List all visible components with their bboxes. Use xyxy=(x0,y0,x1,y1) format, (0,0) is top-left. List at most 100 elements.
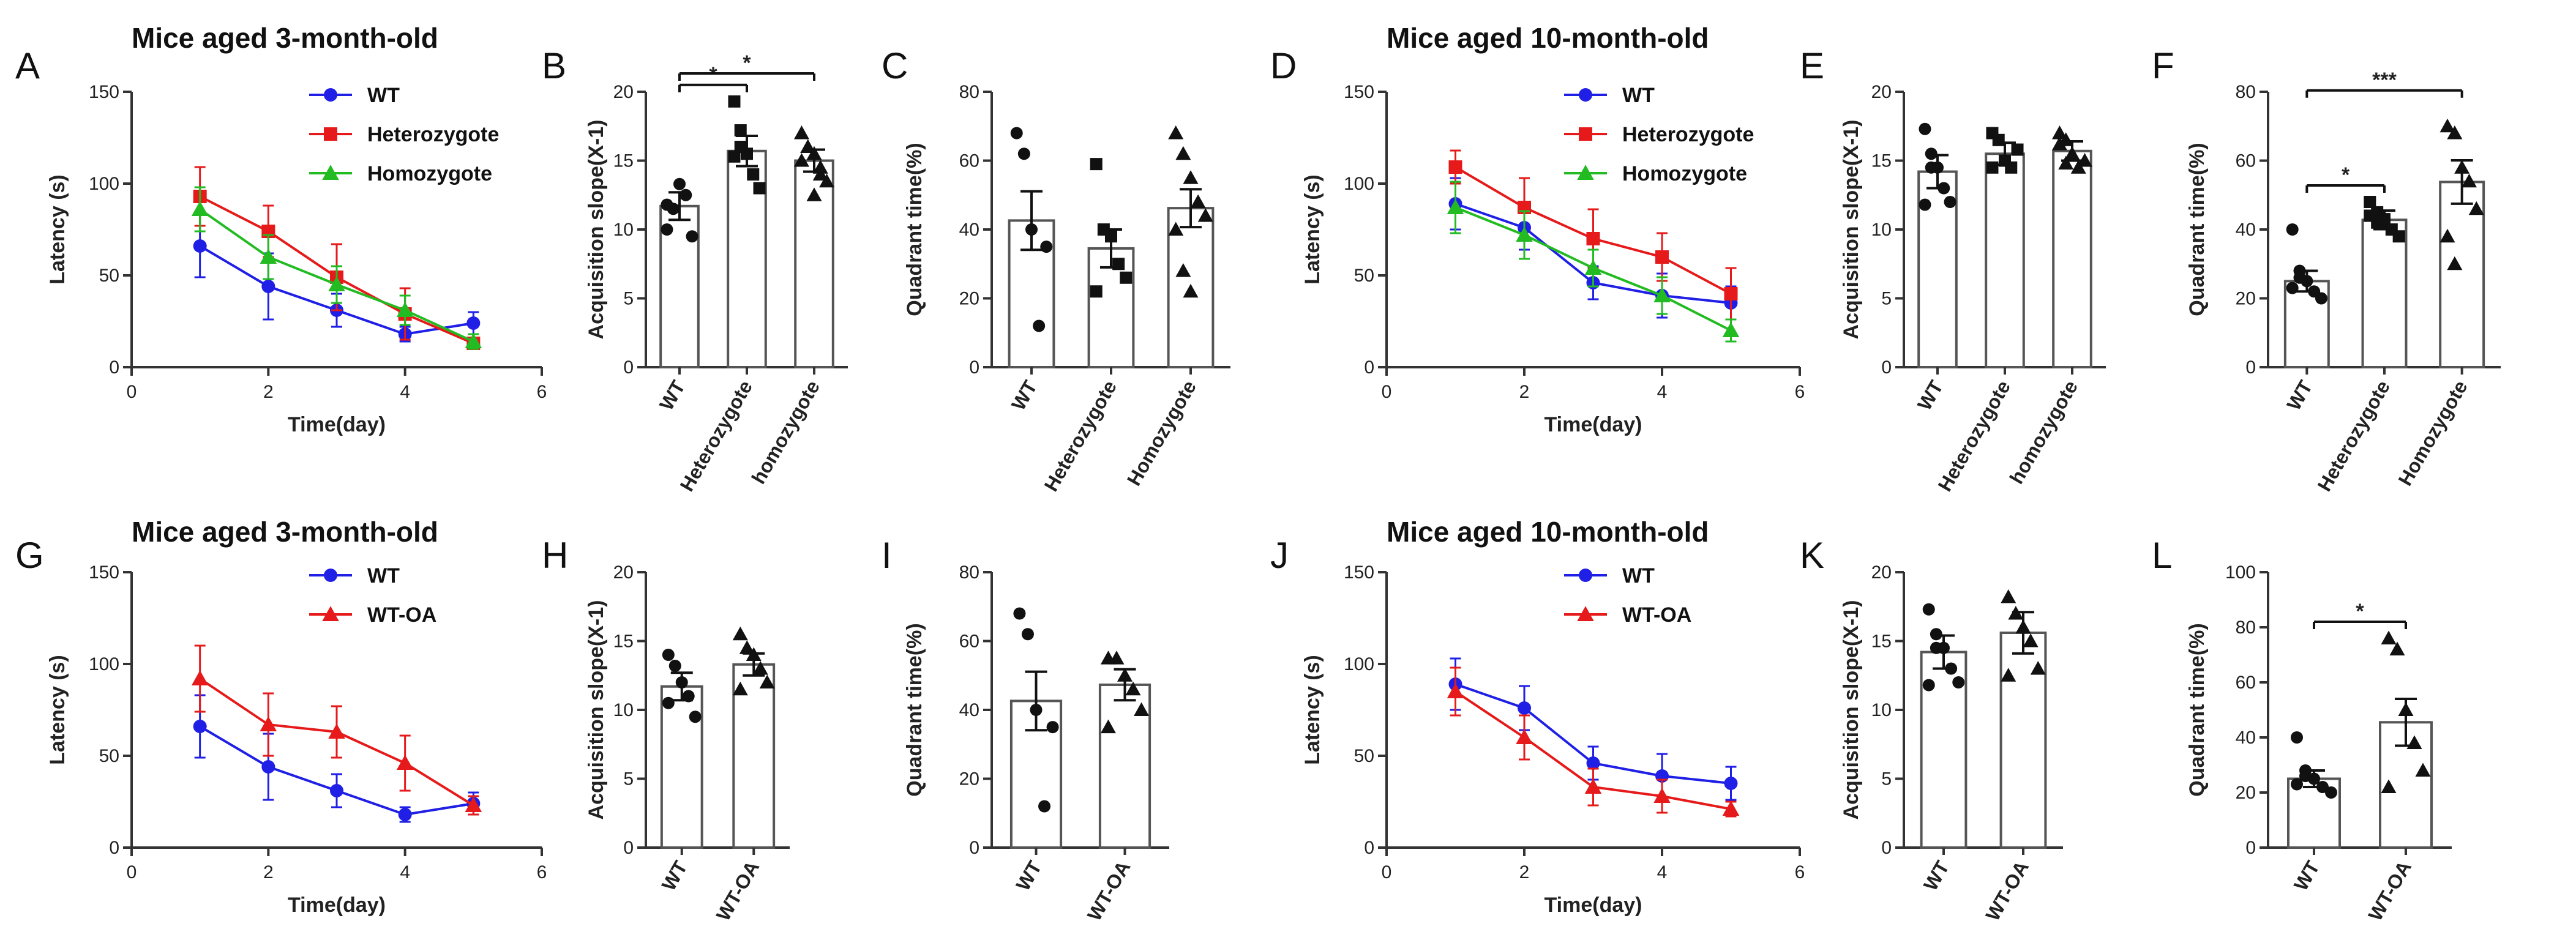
chart-D-legend-marker xyxy=(1577,165,1594,180)
chart-K-y-label: Acquisition slope(X-1) xyxy=(1840,600,1863,820)
chart-B-data-point xyxy=(812,166,828,181)
chart-F-data-point xyxy=(2447,256,2463,270)
chart-C-y-tick-label: 60 xyxy=(959,151,979,171)
chart-D-legend-label: Heterozygote xyxy=(1622,123,1754,146)
chart-H-data-point xyxy=(732,681,748,696)
chart-D-x-tick-label: 4 xyxy=(1657,382,1668,402)
chart-C-data-point xyxy=(1120,271,1133,284)
chart-C-data-point xyxy=(1105,230,1117,243)
chart-A-data-point xyxy=(191,201,209,216)
chart-G-x-tick-label: 6 xyxy=(537,862,547,882)
chart-F-data-point xyxy=(2439,118,2455,133)
chart-J-data-point xyxy=(1584,778,1602,794)
chart-J-legend-label: WT-OA xyxy=(1622,603,1691,627)
chart-H-data-point xyxy=(746,647,762,661)
chart-G-data-point xyxy=(398,808,412,821)
chart-C-data-point xyxy=(1090,158,1103,171)
chart-B-data-point xyxy=(728,95,741,108)
chart-G-y-tick-label: 100 xyxy=(89,654,119,674)
chart-G-data-point xyxy=(260,716,277,731)
chart-G-data-point xyxy=(193,720,207,733)
chart-F-y-label: Quadrant time(%) xyxy=(2185,143,2209,316)
chart-K-data-point xyxy=(2008,606,2024,620)
chart-F-data-point xyxy=(2468,201,2484,215)
chart-L-data-point xyxy=(2415,763,2431,777)
chart-G-panel-letter: G xyxy=(15,535,44,576)
chart-L-data-point xyxy=(2291,778,2303,791)
chart-F-data-point xyxy=(2293,271,2306,284)
chart-C-data-point xyxy=(1090,285,1103,298)
chart-A-data-point xyxy=(466,316,481,330)
chart-H-data-point xyxy=(739,640,755,654)
chart-I-data-point xyxy=(1030,704,1043,716)
chart-E-data-point xyxy=(2011,143,2024,156)
chart-E-data-point xyxy=(2077,153,2093,167)
chart-D-data-point xyxy=(1653,287,1671,302)
chart-B-data-point xyxy=(741,147,753,160)
chart-A-y-tick-label: 100 xyxy=(89,174,119,194)
chart-B-data-point xyxy=(673,177,686,190)
chart-F-data-point xyxy=(2371,216,2384,229)
chart-D-x-tick-label: 6 xyxy=(1795,382,1805,402)
chart-D-data-point xyxy=(1586,232,1600,245)
chart-D-x-label: Time(day) xyxy=(1544,413,1642,436)
chart-C-data-point xyxy=(1010,127,1023,140)
chart-L-data-point xyxy=(2381,630,2397,644)
chart-J-y-tick-label: 100 xyxy=(1344,654,1374,674)
chart-I-y-tick-label: 80 xyxy=(959,562,979,583)
chart-J-x-tick-label: 6 xyxy=(1795,862,1805,882)
chart-D-data-point xyxy=(1724,287,1738,300)
chart-A-y-label: Latency (s) xyxy=(46,174,69,285)
chart-L-data-point xyxy=(2299,770,2312,782)
chart-E-data-point xyxy=(1938,182,1950,195)
chart-F-sig-label: * xyxy=(2342,163,2350,187)
chart-I-data-point xyxy=(1046,721,1059,734)
chart-E-y-label: Acquisition slope(X-1) xyxy=(1840,120,1863,340)
chart-E-y-tick-label: 10 xyxy=(1871,220,1892,240)
chart-H-y-label: Acquisition slope(X-1) xyxy=(585,600,608,820)
chart-J-data-point xyxy=(1518,701,1531,715)
chart-G-legend-marker xyxy=(322,606,339,621)
chart-K-data-point xyxy=(2015,619,2031,633)
chart-G-data-point xyxy=(261,760,275,774)
chart-G-y-tick-label: 0 xyxy=(109,838,119,858)
chart-J-data-point xyxy=(1724,777,1738,790)
chart-D-data-point xyxy=(1516,226,1533,242)
chart-A-data-point xyxy=(193,239,207,253)
chart-C-y-tick-label: 20 xyxy=(959,289,979,309)
chart-A-y-tick-label: 50 xyxy=(99,266,119,286)
chart-L-data-point xyxy=(2325,786,2337,799)
chart-C-data-point xyxy=(1183,170,1199,184)
chart-G-data-point xyxy=(328,723,345,739)
chart-L-y-tick-label: 80 xyxy=(2236,617,2256,638)
chart-G-legend-label: WT xyxy=(367,564,400,588)
chart-K-data-point xyxy=(2001,589,2016,603)
chart-H-data-point xyxy=(732,626,748,641)
chart-A-legend-label: Homozygote xyxy=(367,162,492,185)
chart-H-data-point xyxy=(682,690,695,703)
chart-I-data-point xyxy=(1100,719,1116,734)
chart-B-data-point xyxy=(753,182,766,195)
chart-J-x-label: Time(day) xyxy=(1544,893,1642,917)
chart-I-data-point xyxy=(1125,681,1141,696)
chart-H-y-tick-label: 5 xyxy=(623,769,634,789)
chart-C-panel-letter: C xyxy=(882,45,908,86)
chart-K-data-point xyxy=(1945,662,1958,675)
chart-G-data-point xyxy=(465,797,482,812)
chart-G-y-tick-label: 150 xyxy=(89,562,119,583)
chart-A-data-point xyxy=(465,333,482,348)
chart-J-panel-letter: J xyxy=(1270,535,1289,576)
chart-C-data-point xyxy=(1168,222,1184,236)
chart-J-data-point xyxy=(1722,800,1740,816)
chart-E-data-point xyxy=(2058,155,2074,170)
chart-A-legend-marker xyxy=(324,127,337,141)
chart-C-data-point xyxy=(1040,241,1053,253)
chart-I-data-point xyxy=(1021,628,1034,641)
chart-G-x-tick-label: 2 xyxy=(263,862,274,882)
chart-C-data-point xyxy=(1025,223,1038,236)
chart-F-data-point xyxy=(2286,282,2299,294)
chart-K-data-point xyxy=(1930,628,1942,641)
chart-C-y-tick-label: 40 xyxy=(959,220,979,240)
chart-B-data-point xyxy=(661,223,673,236)
